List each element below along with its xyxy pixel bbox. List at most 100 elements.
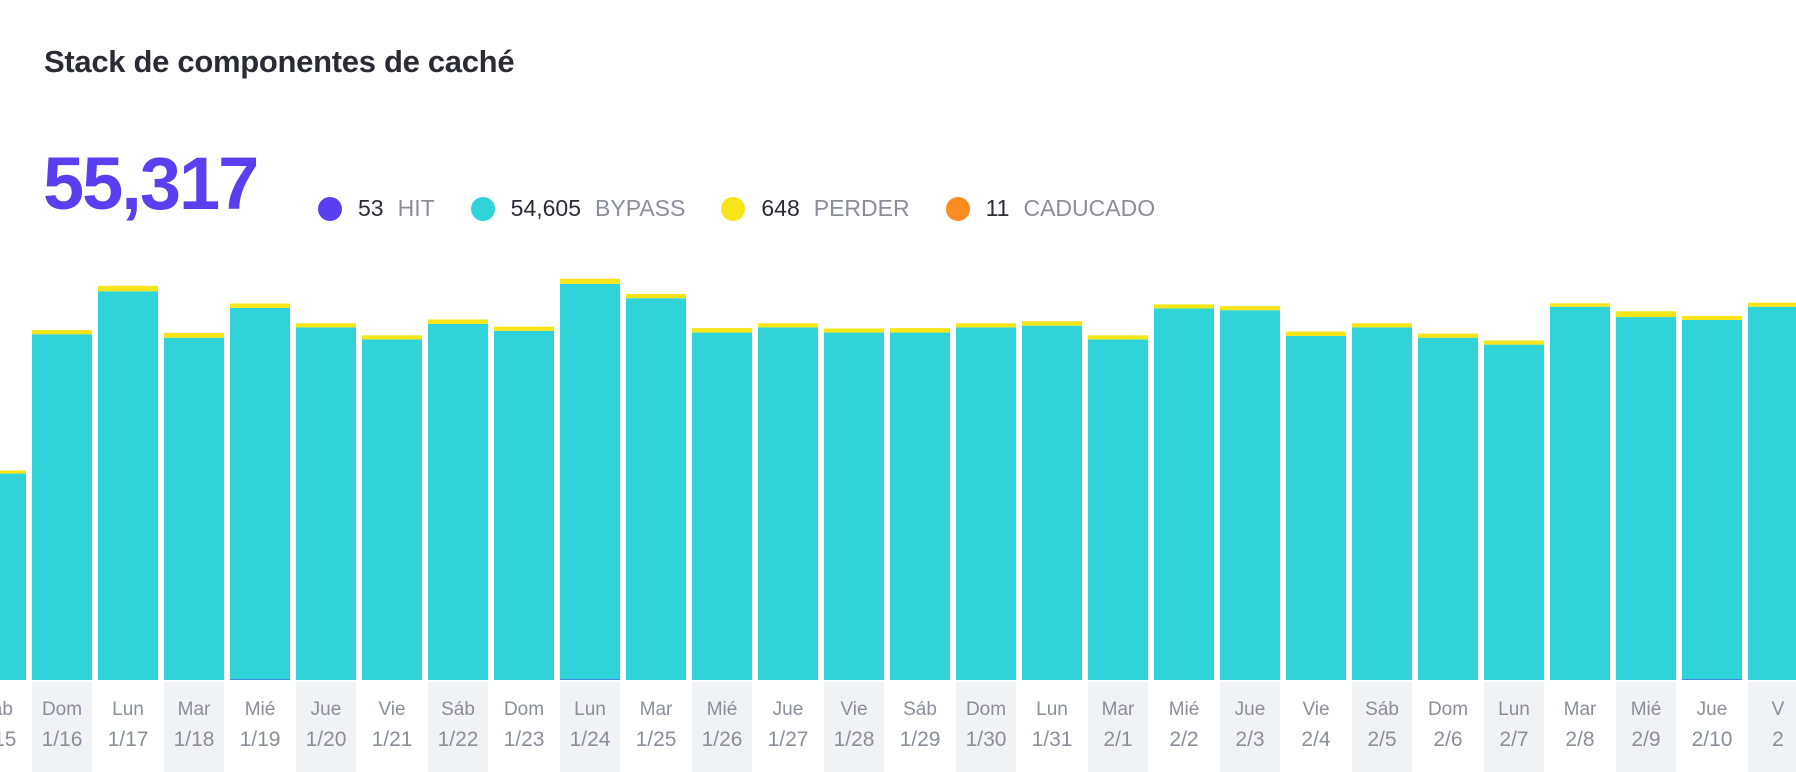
bar-perder-1-30[interactable] (956, 323, 1016, 328)
bar-perder-1-31[interactable] (1022, 321, 1082, 326)
x-tick-date-label: 2/5 (1367, 728, 1396, 751)
label-band (296, 682, 356, 772)
bar-bypass-1-18[interactable] (164, 337, 224, 680)
bar-perder-2-4[interactable] (1286, 331, 1346, 336)
bar-bypass-1-20[interactable] (296, 327, 356, 680)
x-tick-day-label: Jue (1235, 699, 1266, 720)
bar-bypass-2-6[interactable] (1418, 337, 1478, 680)
legend-item-bypass[interactable]: 54,605 BYPASS (470, 195, 686, 222)
bar-perder-1-29[interactable] (890, 328, 950, 333)
bar-perder-2-7[interactable] (1484, 340, 1544, 345)
bar-bypass-1-15[interactable] (0, 473, 26, 680)
x-tick-date-label: 1/21 (372, 728, 413, 751)
x-tick-day-label: Jue (1697, 699, 1728, 720)
bypass-color-dot-icon (470, 196, 495, 221)
legend-item-caducado[interactable]: 11 CADUCADO (945, 195, 1156, 222)
bar-perder-1-18[interactable] (164, 332, 224, 338)
bar-bypass-2-1[interactable] (1088, 339, 1148, 680)
bar-perder-2-3[interactable] (1220, 306, 1280, 311)
x-tick-day-label: Vie (1302, 699, 1329, 720)
bar-bypass-1-28[interactable] (824, 332, 884, 680)
bar-bypass-2-2[interactable] (1154, 308, 1214, 680)
bar-perder-2[interactable] (1748, 302, 1796, 307)
bar-hit-1-19[interactable] (230, 679, 290, 680)
label-band (692, 682, 752, 772)
x-tick-date-label: 2/8 (1565, 728, 1594, 751)
x-tick-day-label: Sáb (441, 699, 475, 720)
bar-bypass-1-25[interactable] (626, 298, 686, 680)
bar-perder-1-21[interactable] (362, 335, 422, 340)
x-tick-day-label: Sáb (1365, 699, 1399, 720)
bar-bypass-1-26[interactable] (692, 332, 752, 680)
label-band (164, 682, 224, 772)
bar-perder-1-23[interactable] (494, 326, 554, 331)
bar-bypass-2[interactable] (1748, 306, 1796, 680)
x-tick-date-label: 1/23 (504, 728, 545, 751)
x-tick-date-label: 1/22 (438, 728, 479, 751)
x-tick-day-label: Dom (504, 699, 544, 720)
bar-bypass-1-31[interactable] (1022, 325, 1082, 680)
stacked-bar-chart: Sáb 1/15 Dom 1/16 Lun 1/17 Mar 1/18 Mié 1/19 Jue 1/… (0, 278, 1796, 772)
bar-perder-2-9[interactable] (1616, 311, 1676, 318)
bar-perder-1-17[interactable] (98, 285, 158, 292)
total-count: 55,317 (43, 142, 259, 225)
x-tick-date-label: 2 (1772, 728, 1784, 751)
bar-perder-1-20[interactable] (296, 323, 356, 328)
legend-item-hit[interactable]: 53 HIT (318, 195, 435, 222)
bar-perder-1-24[interactable] (560, 278, 620, 284)
x-tick-date-label: 1/26 (702, 728, 743, 751)
bar-perder-2-8[interactable] (1550, 303, 1610, 307)
bar-perder-1-19[interactable] (230, 303, 290, 308)
bar-bypass-1-19[interactable] (230, 307, 290, 680)
bar-perder-2-1[interactable] (1088, 335, 1148, 340)
bar-bypass-1-29[interactable] (890, 332, 950, 680)
legend-label: BYPASS (595, 195, 686, 221)
label-band (1220, 682, 1280, 772)
legend-label: PERDER (813, 195, 910, 221)
bar-perder-1-25[interactable] (626, 294, 686, 299)
bar-perder-2-6[interactable] (1418, 333, 1478, 338)
bar-perder-1-22[interactable] (428, 319, 488, 324)
bar-perder-1-26[interactable] (692, 328, 752, 333)
bar-perder-2-10[interactable] (1682, 315, 1742, 321)
bar-bypass-1-21[interactable] (362, 339, 422, 680)
bar-bypass-1-30[interactable] (956, 327, 1016, 680)
bar-bypass-1-17[interactable] (98, 291, 158, 680)
bar-bypass-1-22[interactable] (428, 323, 488, 680)
x-tick-date-label: 2/7 (1499, 728, 1528, 751)
bar-perder-1-27[interactable] (758, 323, 818, 328)
x-tick-date-label: 1/30 (966, 728, 1007, 751)
legend-value: 11 (985, 195, 1010, 221)
x-tick-day-label: Lun (574, 699, 606, 720)
x-tick-date-label: 1/28 (834, 728, 875, 751)
bar-bypass-2-10[interactable] (1682, 320, 1742, 680)
bar-perder-2-5[interactable] (1352, 323, 1412, 328)
label-band (32, 682, 92, 772)
bar-hit-2-10[interactable] (1682, 679, 1742, 680)
bar-perder-1-28[interactable] (824, 328, 884, 333)
legend-label: CADUCADO (1023, 195, 1156, 221)
bar-bypass-2-7[interactable] (1484, 344, 1544, 680)
bar-bypass-1-27[interactable] (758, 327, 818, 680)
bar-bypass-2-9[interactable] (1616, 317, 1676, 680)
bar-bypass-2-4[interactable] (1286, 336, 1346, 680)
x-tick-day-label: Lun (112, 699, 144, 720)
bar-bypass-1-24[interactable] (560, 283, 620, 680)
bar-bypass-1-23[interactable] (494, 330, 554, 680)
bar-perder-1-15[interactable] (0, 470, 26, 474)
bar-bypass-2-5[interactable] (1352, 327, 1412, 680)
bar-bypass-1-16[interactable] (32, 334, 92, 680)
bar-perder-1-16[interactable] (32, 329, 92, 335)
hit-color-dot-icon (318, 196, 342, 221)
x-tick-day-label: Mar (640, 699, 673, 720)
bar-perder-2-2[interactable] (1154, 304, 1214, 309)
x-tick-date-label: 1/17 (108, 728, 149, 751)
bar-hit-1-24[interactable] (560, 679, 620, 680)
legend-value: 648 (761, 195, 800, 221)
x-tick-day-label: Dom (42, 699, 82, 720)
bar-bypass-2-3[interactable] (1220, 310, 1280, 680)
legend-value: 54,605 (510, 195, 582, 221)
x-tick-date-label: 1/31 (1032, 728, 1073, 751)
bar-bypass-2-8[interactable] (1550, 306, 1610, 680)
legend-item-perder[interactable]: 648 PERDER (721, 195, 910, 222)
